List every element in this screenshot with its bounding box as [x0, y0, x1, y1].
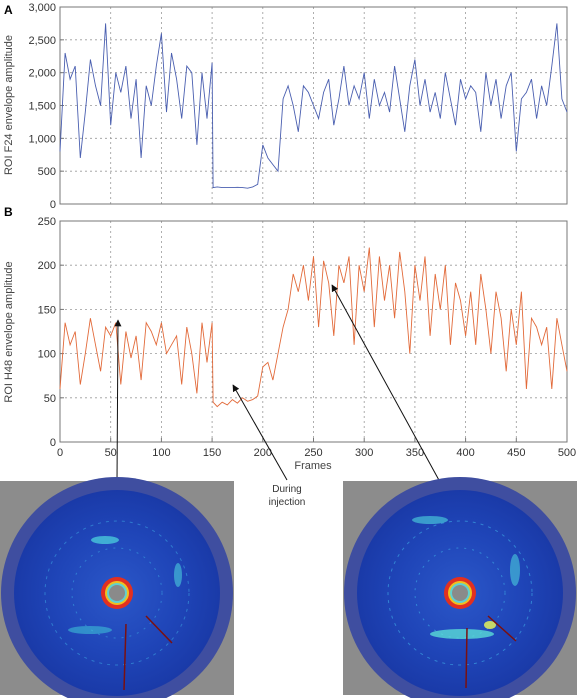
b-xtick-label: 50 — [105, 447, 117, 459]
b-ytick-label: 200 — [38, 260, 56, 272]
panel-b-label: B — [4, 205, 13, 219]
b-ytick-label: 50 — [44, 393, 56, 405]
panel-a-series-line — [59, 23, 568, 189]
b-xtick-label: 200 — [254, 447, 272, 459]
a-ytick-label: 2,500 — [28, 35, 56, 47]
b-xtick-label: 350 — [406, 447, 424, 459]
b-xtick-label: 0 — [57, 447, 63, 459]
panel-b-yticks: 0 50 100 150 200 250 — [38, 216, 64, 449]
ultrasound-image-left — [0, 477, 234, 698]
panel-a-label: A — [4, 3, 13, 17]
panel-b-ylabel: ROI H48 envelope amplitude — [3, 261, 15, 402]
b-ytick-label: 150 — [38, 304, 56, 316]
a-ytick-label: 1,000 — [28, 133, 56, 145]
b-xtick-label: 150 — [203, 447, 221, 459]
panel-b-chart: B ROI H48 envelope amplitude 0 50 100 150 20… — [3, 205, 576, 472]
panel-b-xlabel: Frames — [294, 460, 332, 472]
b-xtick-label: 450 — [507, 447, 525, 459]
arrow-to-baseline — [114, 319, 122, 483]
a-ytick-label: 3,000 — [28, 2, 56, 14]
b-ytick-label: 100 — [38, 349, 56, 361]
panel-b-series-line — [59, 247, 568, 408]
arrow-to-post-injection — [331, 284, 441, 483]
panel-a-chart: A ROI F24 envelope amplitude 0 500 1,000 1,… — [3, 2, 568, 211]
b-ytick-label: 0 — [50, 437, 56, 449]
b-xtick-label: 300 — [355, 447, 373, 459]
panel-b-grid — [60, 221, 567, 442]
panel-a-yticks: 0 500 1,000 1,500 2,000 2,500 3,000 — [28, 2, 64, 211]
b-xtick-label: 100 — [152, 447, 170, 459]
b-xtick-label: 400 — [456, 447, 474, 459]
a-ytick-label: 1,500 — [28, 101, 56, 113]
b-ytick-label: 250 — [38, 216, 56, 228]
annotation-line1: During — [272, 484, 301, 495]
ultrasound-image-right — [343, 477, 577, 698]
annotation-line2: injection — [269, 497, 306, 508]
panel-b-xticks: 0 50 100 150 200 250 300 350 400 450 500 — [57, 438, 576, 459]
arrow-to-injection — [232, 384, 288, 481]
a-ytick-label: 0 — [50, 199, 56, 211]
b-xtick-label: 250 — [304, 447, 322, 459]
panel-a-ylabel: ROI F24 envelope amplitude — [3, 35, 15, 175]
a-ytick-label: 2,000 — [28, 68, 56, 80]
b-xtick-label: 500 — [558, 447, 576, 459]
a-ytick-label: 500 — [38, 166, 56, 178]
